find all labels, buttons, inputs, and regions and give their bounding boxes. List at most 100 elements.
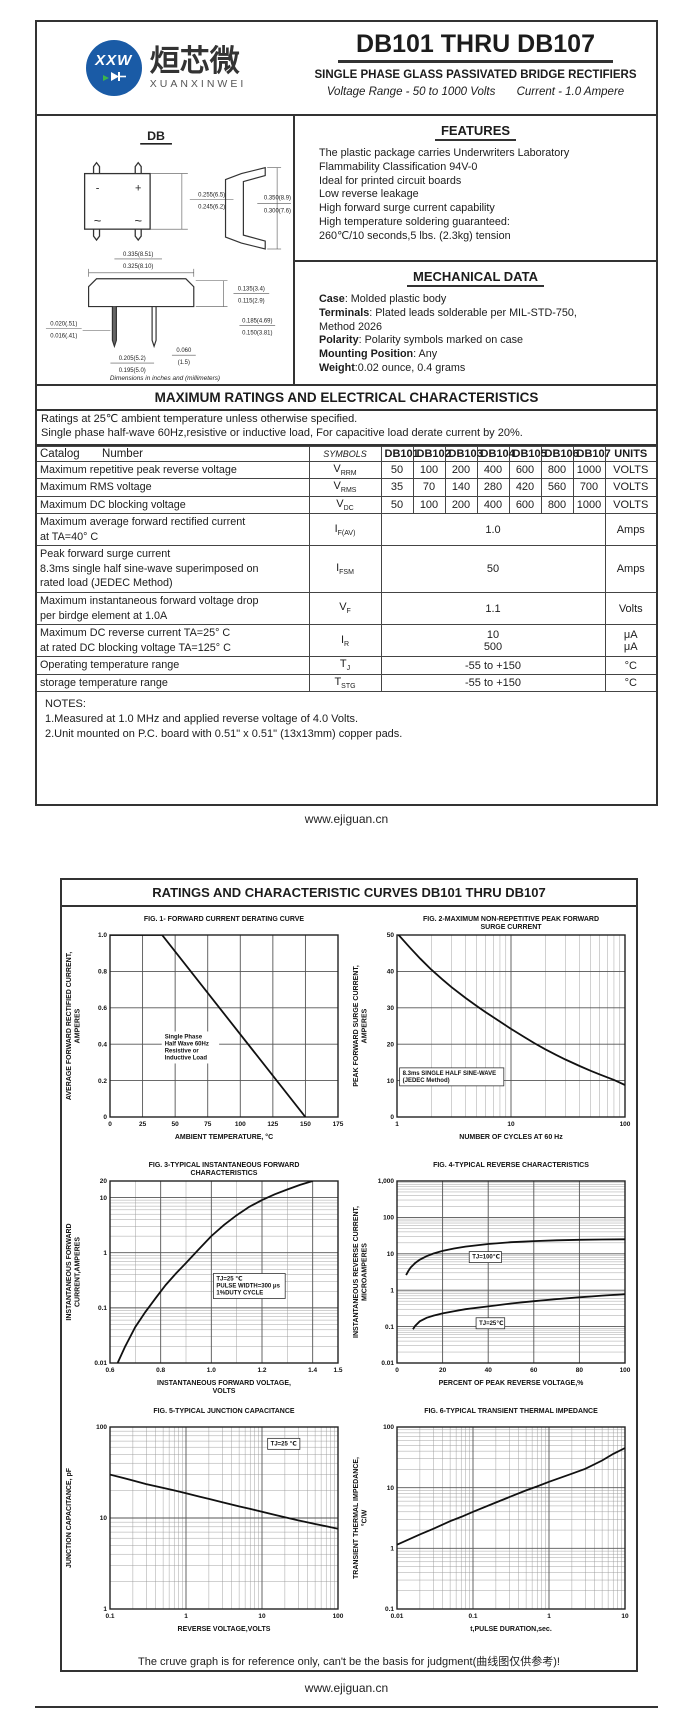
table-row: Maximum DC blocking voltage VDC 50 100 200 40… [37,495,656,515]
package-bottom-view [88,278,195,349]
table-row: Maximum average forward rectified curren… [37,513,656,547]
column-header-part: DB107 [572,445,611,462]
svg-text:FIG. 4-TYPICAL REVERSE CHARACT: FIG. 4-TYPICAL REVERSE CHARACTERISTICS [433,1162,589,1169]
value-cell: 100 [412,495,446,515]
symbol-cell: TJ [308,656,382,675]
value-cell: -55 to +150 [380,673,606,693]
value-cell: 35 [380,478,414,497]
svg-text:AMPERES: AMPERES [75,1008,82,1043]
svg-text:FIG. 3-TYPICAL INSTANTANEOUS F: FIG. 3-TYPICAL INSTANTANEOUS FORWARD [149,1162,300,1169]
note-item: 1.Measured at 1.0 MHz and applied revers… [45,713,359,726]
dim-label: 0.195(5.0) [119,368,146,374]
curve-cj [110,1473,338,1530]
ratings-table: Catalog Number SYMBOLS DB101 DB102 DB103… [37,445,656,693]
value-cell: 10 500 [380,624,606,658]
svg-text:20: 20 [387,1041,395,1048]
svg-text:0.1: 0.1 [98,1305,107,1312]
datasheet-page-1: XXW 烜芯微 XUANXINWEI DB101 THRU DB107 SING… [35,20,658,806]
units-cell: Amps [604,545,656,593]
column-header-units: UNITS [604,445,656,462]
symbol-cell: IR [308,624,382,658]
value-cell: 800 [540,460,574,480]
notes-title: NOTES: [45,698,86,711]
svg-text:1.2: 1.2 [257,1367,266,1374]
ratings-section-title: MAXIMUM RATINGS AND ELECTRICAL CHARACTER… [37,386,656,411]
dim-label: 0.325(8.10) [123,264,153,270]
current-rating: Current - 1.0 Ampere [516,86,625,98]
svg-text:FIG. 5-TYPICAL JUNCTION CAPACI: FIG. 5-TYPICAL JUNCTION CAPACITANCE [153,1408,295,1415]
logo-monogram: XXW [95,52,133,69]
svg-text:10: 10 [387,1251,395,1258]
logo-circle: XXW [85,40,142,96]
mechanical-item: Mounting Position: Any [319,348,438,361]
page-title: DB101 THRU DB107 [338,30,613,63]
value-cell: 50 [380,495,414,515]
svg-text:0.01: 0.01 [391,1613,404,1620]
svg-text:10: 10 [100,1195,108,1202]
svg-text:8.3ms SINGLE HALF SINE-WAVE: 8.3ms SINGLE HALF SINE-WAVE [403,1071,497,1077]
diode-symbol-icon [101,71,127,83]
mechanical-item: Case: Molded plastic body [319,293,447,305]
svg-text:80: 80 [576,1367,584,1374]
svg-text:100: 100 [383,1215,394,1222]
svg-text:Inductive Load: Inductive Load [165,1055,208,1061]
curve-derating [110,935,307,1117]
svg-text:60: 60 [530,1367,538,1374]
svg-text:0.1: 0.1 [105,1613,114,1620]
features-section: FEATURES The plastic package carries Und… [295,116,656,262]
symbol-cell: VF [308,591,382,626]
mechanical-list: Case: Molded plastic body Terminals: Plat… [305,293,646,376]
svg-text:10: 10 [621,1613,629,1620]
feature-item: High temperature soldering guaranteed: [319,216,510,229]
curve-zth [397,1447,625,1546]
company-logo: XXW 烜芯微 XUANXINWEI [37,22,295,114]
svg-text:25: 25 [139,1121,147,1128]
svg-text:1: 1 [184,1613,188,1620]
parameter-cell: Maximum DC blocking voltage [37,495,310,515]
svg-text:INSTANTANEOUS FORWARD: INSTANTANEOUS FORWARD [66,1223,73,1320]
svg-text:1.5: 1.5 [333,1367,342,1374]
svg-text:0: 0 [108,1121,112,1128]
units-cell: Amps [604,513,656,547]
company-name-latin: XUANXINWEI [149,77,247,90]
units-cell: Volts [604,591,656,626]
parameter-cell: Maximum repetitive peak reverse voltage [37,460,310,480]
svg-text:REVERSE VOLTAGE,VOLTS: REVERSE VOLTAGE,VOLTS [178,1626,271,1633]
value-cell: 70 [412,478,446,497]
package-front-view [83,161,151,242]
svg-text:1.0: 1.0 [207,1367,216,1374]
svg-text:0: 0 [103,1114,107,1121]
table-row: Maximum RMS voltage VRMS 35 70 140 280 420 560 7… [37,478,656,497]
svg-text:10: 10 [507,1121,515,1128]
svg-text:SURGE CURRENT: SURGE CURRENT [480,924,542,931]
column-header-part: DB104 [476,445,515,462]
parameter-cell: Peak forward surge current 8.3ms single h… [37,545,310,593]
svg-text:FIG. 1- FORWARD CURRENT DERATI: FIG. 1- FORWARD CURRENT DERATING CURVE [144,916,305,923]
disclaimer-text: The cruve graph is for reference only, c… [138,1656,560,1668]
svg-text:0: 0 [395,1367,399,1374]
curve-surge [397,935,625,1086]
svg-text:1: 1 [390,1287,394,1294]
value-cell: 400 [476,495,510,515]
svg-text:1,000: 1,000 [378,1178,395,1185]
title-block: DB101 THRU DB107 SINGLE PHASE GLASS PASS… [295,22,656,114]
svg-text:NUMBER OF CYCLES AT 60 Hz: NUMBER OF CYCLES AT 60 Hz [459,1134,563,1141]
units-cell: VOLTS [604,478,656,497]
value-cell: 700 [572,478,606,497]
dim-label: 0.060 [176,348,192,354]
svg-text:Half Wave 60Hz: Half Wave 60Hz [165,1041,209,1047]
value-cell: 400 [476,460,510,480]
ac-mark-1: ~ [94,213,102,228]
notes-section: NOTES: 1.Measured at 1.0 MHz and applied… [37,692,656,747]
svg-text:1.0: 1.0 [98,932,107,939]
svg-text:40: 40 [387,969,395,976]
parameter-cell: Maximum RMS voltage [37,478,310,497]
svg-text:AMPERES: AMPERES [362,1008,369,1043]
note-item: 2.Unit mounted on P.C. board with 0.51" … [45,728,403,741]
symbol-cell: IFSM [308,545,382,593]
dim-label: 0.185(4.69) [242,318,272,324]
fig3-instantaneous-forward-characteristics-chart: TJ=25 ℃ PULSE WIDTH=300 μs 1%DUTY CYCLE 0.6… [62,1153,349,1399]
svg-text:1: 1 [547,1613,551,1620]
features-list: The plastic package carries Underwriters… [305,147,646,244]
curve-TJ=100C [405,1238,625,1276]
